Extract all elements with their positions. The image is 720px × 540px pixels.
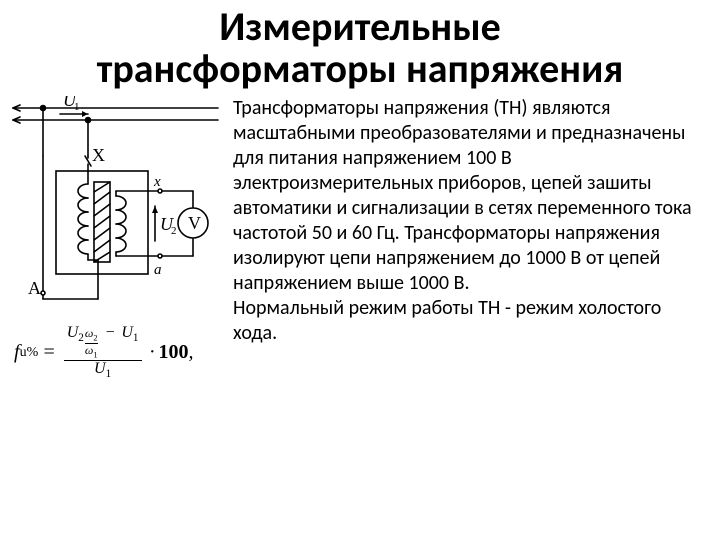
f-sub: u% [20,345,39,361]
title-line2: трансформаторы напряжения [0,48,720,90]
paragraph-2: Нормальный режим работы ТН - режим холос… [233,296,708,346]
label-X: X [92,145,105,165]
transformer-schematic: U 1 U 2 V A X x a [8,96,223,311]
label-a-small: a [154,262,162,278]
label-v: V [188,213,201,233]
left-column: U 1 U 2 V A X x a fu% = U2ω2ω1 [8,96,233,381]
body-text-block: Трансформаторы напряжения (ТН) являются … [233,96,708,381]
eq-sign: = [42,341,56,364]
slide-title: Измерительные трансформаторы напряжения [0,0,720,90]
svg-text:2: 2 [171,225,177,237]
paragraph-1: Трансформаторы напряжения (ТН) являются … [233,96,708,296]
title-line1: Измерительные [0,6,720,48]
label-x-small: x [153,174,161,190]
main-fraction: U2ω2ω1 − U1 U1 [64,325,142,381]
content-area: U 1 U 2 V A X x a fu% = U2ω2ω1 [0,96,720,381]
hundred: 100 [159,341,189,364]
svg-text:1: 1 [74,101,80,113]
label-A: A [28,278,41,298]
formula: fu% = U2ω2ω1 − U1 U1 · 100, [8,311,233,381]
dot: · [150,341,155,364]
